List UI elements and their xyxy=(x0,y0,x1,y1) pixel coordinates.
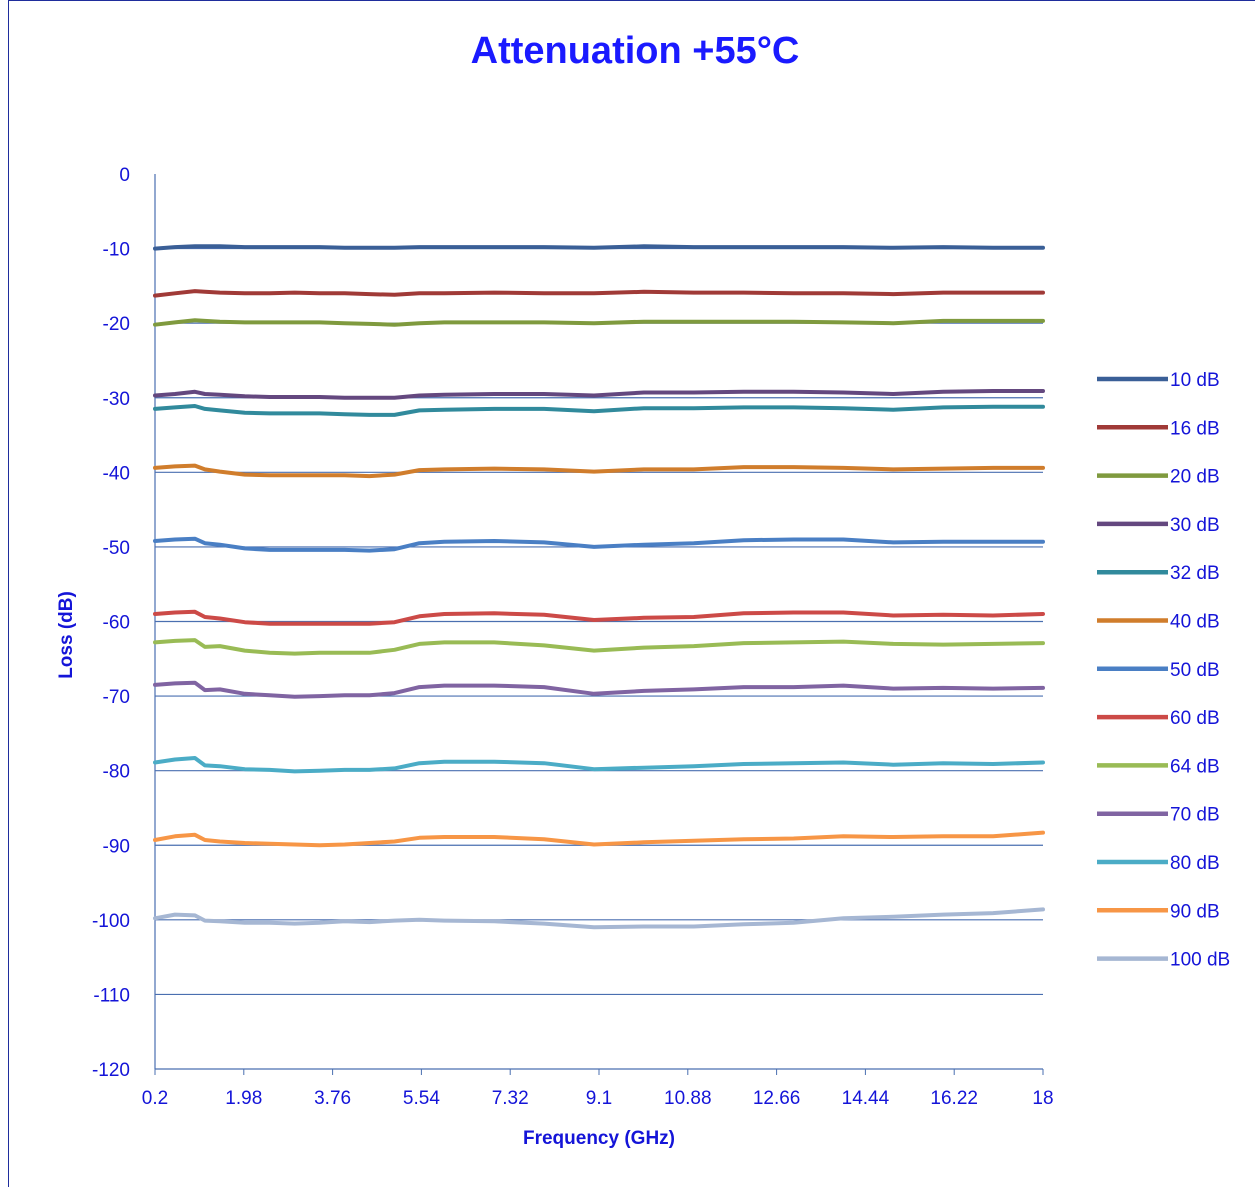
legend-entry-label: 100 dB xyxy=(1170,950,1230,971)
y-tick-label: -110 xyxy=(93,985,130,1006)
y-axis-label: Loss (dB) xyxy=(56,591,77,679)
grid-lines xyxy=(155,247,1043,1070)
x-tick-label: 7.32 xyxy=(492,1088,529,1109)
x-tick-label: 12.66 xyxy=(753,1088,801,1109)
series-line-32-db xyxy=(153,404,1045,417)
x-tick-label: 9.1 xyxy=(586,1088,612,1109)
y-tick-label: -60 xyxy=(103,613,130,634)
x-tick-label: 3.76 xyxy=(314,1088,351,1109)
x-tick-label: 10.88 xyxy=(664,1088,712,1109)
legend-entry-label: 90 dB xyxy=(1170,901,1220,922)
series-line-40-db xyxy=(153,463,1045,479)
legend-entry-label: 30 dB xyxy=(1170,515,1220,536)
x-axis-label: Frequency (GHz) xyxy=(523,1128,675,1149)
y-tick-label: -20 xyxy=(103,314,130,335)
legend-entry-label: 50 dB xyxy=(1170,660,1220,681)
y-tick-label: -50 xyxy=(103,538,130,559)
legend-entry-label: 70 dB xyxy=(1170,805,1220,826)
legend: 10 dB 16 dB 20 dB 30 dB 32 dB 40 dB 50 dB 60 dB… xyxy=(1097,370,1230,971)
y-tick-label: -120 xyxy=(92,1060,130,1081)
series-line-30-db xyxy=(153,389,1045,400)
legend-entry-label: 40 dB xyxy=(1170,612,1220,633)
series-line-60-db xyxy=(153,609,1045,626)
series-line-80-db xyxy=(153,756,1045,774)
y-tick-label: -100 xyxy=(92,911,130,932)
x-tick-label: 1.98 xyxy=(225,1088,262,1109)
series-line-100-db xyxy=(153,907,1045,930)
legend-entry-label: 20 dB xyxy=(1170,467,1220,488)
legend-entry-label: 80 dB xyxy=(1170,853,1220,874)
series-lines xyxy=(153,244,1045,930)
series-line-90-db xyxy=(153,830,1045,848)
y-tick-label: -40 xyxy=(103,463,130,484)
y-tick-label: -80 xyxy=(103,762,130,783)
x-tick-label: 18 xyxy=(1032,1088,1053,1109)
x-tick-label: 0.2 xyxy=(142,1088,168,1109)
legend-entry-label: 60 dB xyxy=(1170,708,1220,729)
legend-entry-label: 64 dB xyxy=(1170,756,1220,777)
series-line-50-db xyxy=(153,536,1045,553)
y-tick-label: 0 xyxy=(119,165,130,186)
x-tick-labels: 0.2 1.98 3.76 5.54 7.32 9.1 10.88 12.66 14.44 16.… xyxy=(142,1088,1054,1109)
x-tick-label: 14.44 xyxy=(842,1088,890,1109)
y-tick-label: -90 xyxy=(103,836,130,857)
y-tick-label: -10 xyxy=(103,240,130,261)
legend-entry-label: 32 dB xyxy=(1170,563,1220,584)
y-tick-label: -30 xyxy=(103,389,130,410)
series-line-20-db xyxy=(153,318,1045,327)
series-line-10-db xyxy=(153,244,1045,251)
series-line-16-db xyxy=(153,289,1045,298)
y-tick-label: -70 xyxy=(103,687,130,708)
legend-entry-label: 16 dB xyxy=(1170,418,1220,439)
x-tick-label: 5.54 xyxy=(403,1088,440,1109)
legend-entry-label: 10 dB xyxy=(1170,370,1220,391)
chart-title: Attenuation +55°C xyxy=(470,30,800,72)
chart-frame xyxy=(8,0,1255,1187)
series-line-64-db xyxy=(153,638,1045,656)
y-tick-labels: 0 -10 -20 -30 -40 -50 -60 -70 -80 -90 -100 -110 -120 xyxy=(92,165,130,1081)
series-line-70-db xyxy=(153,680,1045,699)
x-tick-label: 16.22 xyxy=(930,1088,978,1109)
